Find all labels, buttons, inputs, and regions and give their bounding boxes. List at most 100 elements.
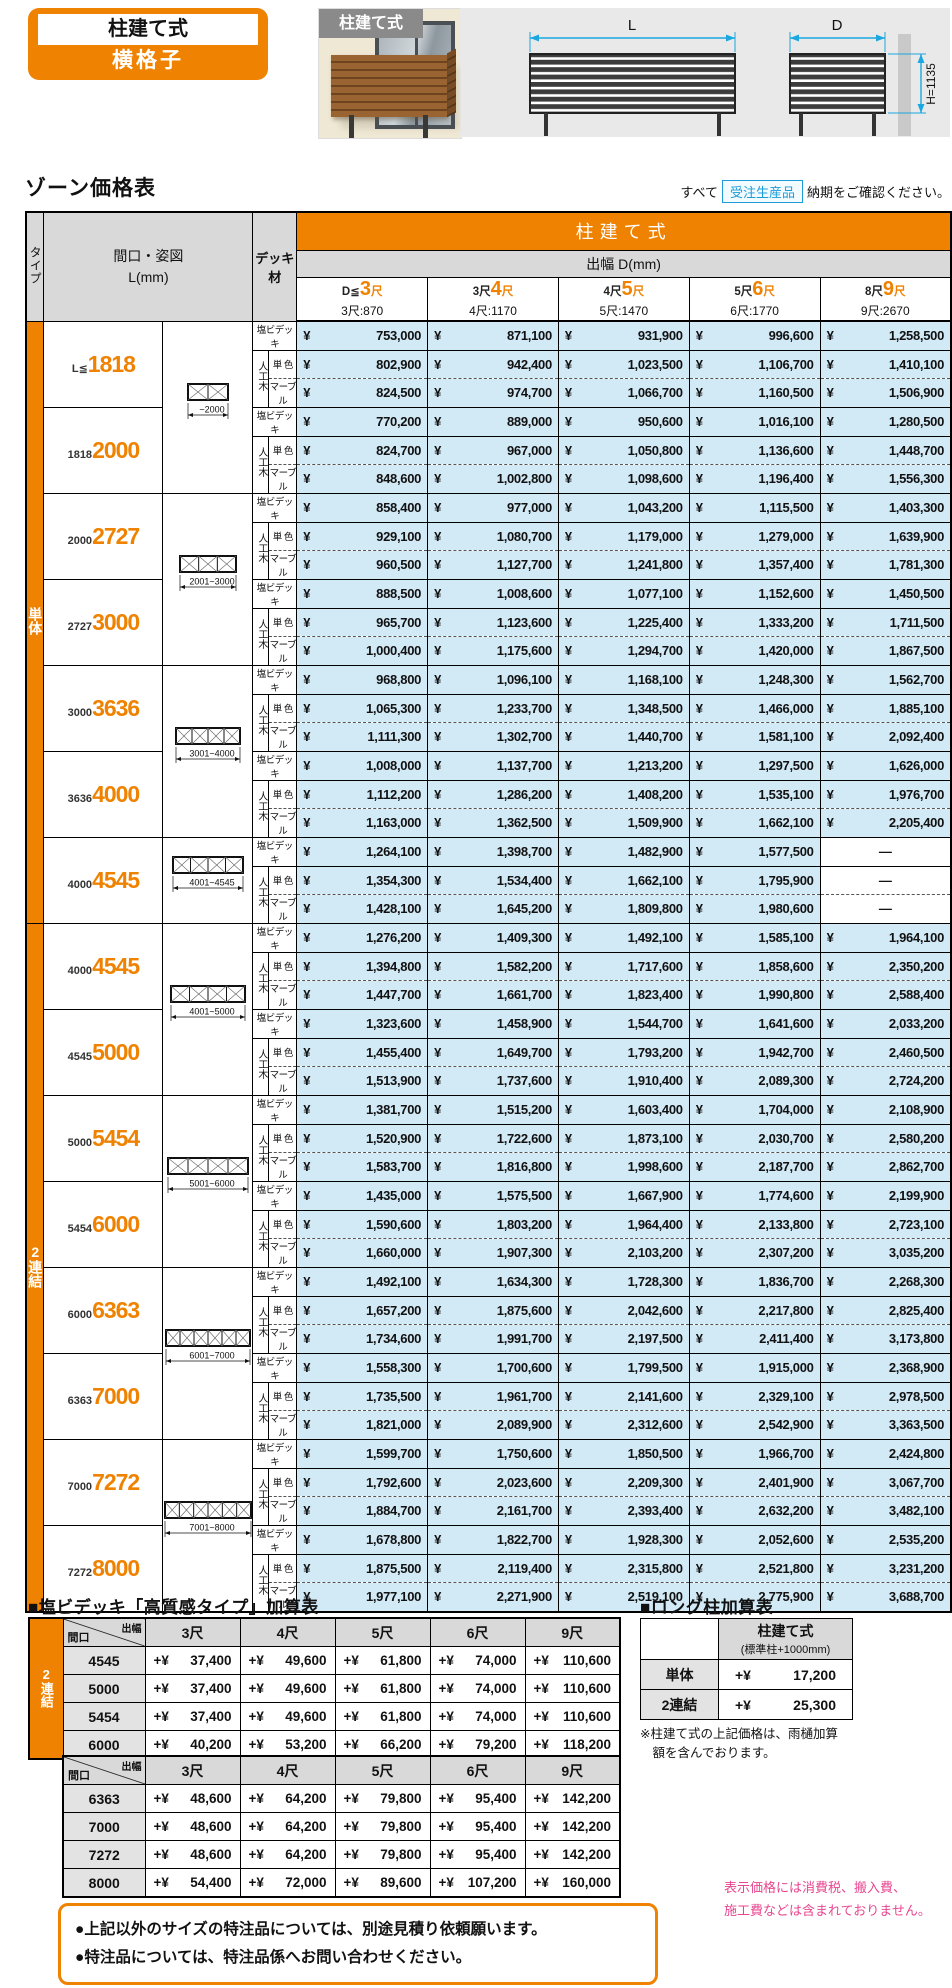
price-cell: ¥1,362,500 <box>427 808 559 838</box>
add-row: 8000 +¥ 54,400 +¥ 72,000 +¥ 89,600 +¥ 107,200 +¥ 1… <box>62 1868 621 1898</box>
long-post-table-title: ■ロング柱加算表 <box>640 1598 774 1617</box>
deck-label-wood: 人工木 <box>252 435 270 494</box>
deck-label-solid: 単 色 <box>268 865 298 895</box>
add-row-width: 6000 <box>62 1730 146 1760</box>
price-cell: ¥1,885,100 <box>819 693 952 723</box>
price-cell: ¥2,350,200 <box>819 951 952 981</box>
l-range-label: 63637000 <box>43 1352 164 1440</box>
svg-text:4001~4545: 4001~4545 <box>189 877 234 887</box>
add-col-header: 6尺 <box>429 1755 526 1785</box>
price-cell: ¥1,657,200 <box>296 1295 429 1325</box>
price-cell: ¥1,722,600 <box>427 1123 559 1153</box>
badge-subtitle: 横格子 <box>112 49 184 72</box>
price-cell: ¥1,276,200 <box>296 922 429 953</box>
price-cell: ¥2,141,600 <box>557 1381 690 1411</box>
price-cell: ¥1,535,100 <box>688 779 821 809</box>
price-cell: ¥1,115,500 <box>688 492 821 523</box>
zone-row: 18182000 塩ビデッキ ¥770,200 ¥889,000 ¥950,600 ¥1,… <box>26 406 952 494</box>
price-cell: ¥1,821,000 <box>296 1410 429 1440</box>
add-price-cell: +¥ 48,600 <box>144 1784 241 1813</box>
price-cell: ¥2,521,800 <box>688 1553 821 1583</box>
price-cell: ¥965,700 <box>296 607 429 637</box>
custom-order-note-box: ●上記以外のサイズの特注品については、別途見積り依頼願います。 ●特注品について… <box>58 1903 658 1985</box>
price-cell: ¥1,160,500 <box>688 378 821 408</box>
price-cell-empty: — <box>819 836 952 867</box>
price-cell: ¥1,515,200 <box>427 1094 559 1125</box>
pvc-add-table-part1: 2連結 出幅 間口 3尺 4尺 5尺 6尺 9尺 4545 +¥ 37,400 +¥ 49,600 +¥ 6… <box>28 1617 621 1760</box>
price-cell: ¥848,600 <box>296 464 429 494</box>
price-cell: ¥1,661,700 <box>427 980 559 1010</box>
product-badge: 柱建て式 横格子 <box>28 8 268 80</box>
pvc-add-table-title: ■塩ビデッキ「高質感タイプ」加算表 <box>28 1598 319 1617</box>
l-range-label: 50005454 <box>43 1094 164 1182</box>
zone-row: マーブル ¥848,600 ¥1,002,800 ¥1,098,600 ¥1,196,4… <box>26 464 952 494</box>
price-cell: ¥1,152,600 <box>688 578 821 609</box>
price-cell: ¥1,398,700 <box>427 836 559 867</box>
dim-label-h: H=1135 <box>924 63 938 105</box>
price-cell: ¥1,700,600 <box>427 1352 559 1383</box>
dim-label-l: L <box>628 17 636 34</box>
add-price-cell: +¥ 49,600 <box>239 1674 336 1703</box>
price-cell: ¥1,136,600 <box>688 435 821 465</box>
price-cell: ¥1,258,500 <box>819 320 952 351</box>
add-price-cell: +¥ 74,000 <box>429 1674 526 1703</box>
price-cell: ¥1,964,400 <box>557 1209 690 1239</box>
price-cell: ¥1,111,300 <box>296 722 429 752</box>
price-cell: ¥3,482,100 <box>819 1496 952 1526</box>
zone-row: マーブル ¥960,500 ¥1,127,700 ¥1,241,800 ¥1,357,4… <box>26 550 952 580</box>
price-cell: ¥1,050,800 <box>557 435 690 465</box>
price-cell: ¥2,103,200 <box>557 1238 690 1268</box>
price-cell: ¥2,209,300 <box>557 1467 690 1497</box>
price-cell: ¥1,123,600 <box>427 607 559 637</box>
zone-price-table: タイプ 間口・姿図 L(mm) デッキ材 柱建て式 出幅 D(mm) D≦3尺 3… <box>25 211 952 1613</box>
price-cell: ¥753,000 <box>296 320 429 351</box>
price-cell: ¥1,581,100 <box>688 722 821 752</box>
deck-label-pvc: 塩ビデッキ <box>252 1524 298 1555</box>
product-type-header: 柱建て式 <box>296 211 952 251</box>
deck-label-wood: 人工木 <box>252 607 270 666</box>
price-cell: ¥1,096,100 <box>427 664 559 695</box>
price-cell: ¥1,556,300 <box>819 464 952 494</box>
depth-header: 出幅 D(mm) <box>296 249 952 278</box>
type-band: 2連結 <box>25 922 45 1612</box>
long-post-table: 柱建て式 (標準柱+1000mm) 単体 +¥ 17,200 2連結 +¥ 25,3… <box>640 1618 853 1720</box>
price-cell: ¥1,961,700 <box>427 1381 559 1411</box>
price-cell: ¥1,297,500 <box>688 750 821 781</box>
deck-label-marble: マーブル <box>268 894 298 924</box>
price-cell: ¥1,513,900 <box>296 1066 429 1096</box>
price-cell: ¥1,793,200 <box>557 1037 690 1067</box>
zone-row: 45455000 塩ビデッキ ¥1,323,600 ¥1,458,900 ¥1,544,… <box>26 1008 952 1096</box>
price-cell: ¥1,750,600 <box>427 1438 559 1469</box>
deck-label-wood: 人工木 <box>252 1209 270 1268</box>
price-cell: ¥2,042,600 <box>557 1295 690 1325</box>
price-cell: ¥2,052,600 <box>688 1524 821 1555</box>
price-cell: ¥1,408,200 <box>557 779 690 809</box>
price-cell: ¥1,575,500 <box>427 1180 559 1211</box>
price-cell: ¥2,825,400 <box>819 1295 952 1325</box>
zone-row: 人工木単 色 ¥929,100 ¥1,080,700 ¥1,179,000 ¥1,279… <box>26 521 952 580</box>
price-cell: ¥1,302,700 <box>427 722 559 752</box>
price-cell: ¥1,447,700 <box>296 980 429 1010</box>
price-cell: ¥1,990,800 <box>688 980 821 1010</box>
add-price-cell: +¥ 79,800 <box>334 1812 431 1841</box>
deck-label-marble: マーブル <box>268 722 298 752</box>
price-cell: ¥1,492,100 <box>296 1266 429 1297</box>
add-price-cell: +¥ 95,400 <box>429 1840 526 1869</box>
add-price-cell: +¥ 61,800 <box>334 1674 431 1703</box>
price-cell: ¥2,199,900 <box>819 1180 952 1211</box>
deck-label-pvc: 塩ビデッキ <box>252 320 298 351</box>
facade-diagram-cell: ~2000 <box>162 320 254 494</box>
price-cell: ¥1,428,100 <box>296 894 429 924</box>
price-cell: ¥1,976,700 <box>819 779 952 809</box>
add-price-cell: +¥ 160,000 <box>524 1868 621 1898</box>
deck-label-solid: 単 色 <box>268 349 298 379</box>
deck-label-pvc: 塩ビデッキ <box>252 1352 298 1383</box>
price-cell: ¥871,100 <box>427 320 559 351</box>
deck-label-pvc: 塩ビデッキ <box>252 750 298 781</box>
page-title: ゾーン価格表 <box>25 177 156 200</box>
add-row-width: 6363 <box>62 1784 146 1813</box>
add-price-cell: +¥ 79,800 <box>334 1840 431 1869</box>
add-price-cell: +¥ 61,800 <box>334 1702 431 1731</box>
deck-label-pvc: 塩ビデッキ <box>252 836 298 867</box>
